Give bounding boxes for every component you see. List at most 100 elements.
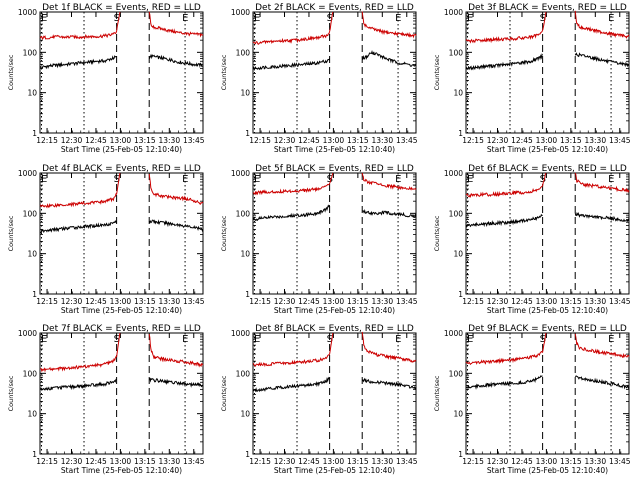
panel-4f-series-events-1 [148, 219, 204, 232]
panel-3f-ytick-label: 100 [449, 48, 464, 57]
panel-4f-xtick-label: 13:45 [183, 297, 205, 306]
panel-9f-ytick-label: 10 [453, 410, 463, 419]
panel-det-7f: Det 7f BLACK = Events, RED = LLD 1 10 100 10… [7, 324, 205, 475]
panel-7f-axes-frame [39, 332, 204, 455]
panel-6f-title: Det 6f BLACK = Events, RED = LLD [468, 164, 627, 174]
panel-5f-ylabel: Counts/sec [220, 215, 228, 251]
panel-3f-title: Det 3f BLACK = Events, RED = LLD [468, 3, 627, 13]
panel-6f-ylabel: Counts/sec [433, 215, 441, 251]
panel-9f-xtick-label: 13:45 [609, 457, 631, 466]
panel-1f-ytick-label: 100 [23, 48, 38, 57]
panel-6f-xtick-label: 12:30 [487, 297, 509, 306]
panel-9f-series-lld-3 [574, 333, 630, 359]
panel-3f-ytick-label: 1000 [444, 8, 463, 17]
panel-7f-marker-label-e: E [41, 334, 47, 345]
panel-3f-ylabel: Counts/sec [433, 54, 441, 90]
panel-2f-xtick-label: 12:45 [298, 136, 320, 145]
panel-1f-xtick-label: 13:30 [158, 136, 180, 145]
panel-1f-xtick-label: 13:15 [134, 136, 156, 145]
panel-5f-xtick-label: 12:30 [274, 297, 296, 306]
panel-5f-xtick-label: 12:45 [298, 297, 320, 306]
panel-4f-xtick-label: 13:30 [158, 297, 180, 306]
panel-6f-series-events-0 [465, 213, 543, 228]
panel-9f-title: Det 9f BLACK = Events, RED = LLD [468, 324, 627, 334]
panel-2f-xtick-label: 12:30 [274, 136, 296, 145]
panel-3f-series-lld-2 [465, 11, 547, 44]
panel-5f-xtick-label: 13:00 [323, 297, 345, 306]
panel-2f-marker-label-e: E [254, 13, 260, 24]
panel-1f-xtick-label: 12:15 [36, 136, 58, 145]
panel-1f-marker-label-e: E [182, 13, 188, 24]
panel-7f-series-lld-2 [39, 332, 121, 373]
panel-7f-ytick-label: 10 [27, 410, 37, 419]
panel-8f-series-events-0 [252, 376, 330, 393]
panel-9f-series-events-0 [466, 375, 543, 390]
panel-3f-xlabel: Start Time (25-Feb-05 12:10:40) [487, 145, 608, 154]
panel-8f-xtick-label: 12:30 [274, 457, 296, 466]
panel-8f-xtick-label: 13:15 [347, 457, 369, 466]
panel-2f-ylabel: Counts/sec [220, 54, 228, 90]
panel-9f-ytick-label: 1 [458, 450, 463, 459]
panel-6f-ytick-label: 1000 [444, 169, 463, 178]
panel-3f-xtick-label: 12:45 [511, 136, 533, 145]
panel-7f-series-events-0 [39, 378, 117, 391]
panel-2f-ytick-label: 100 [236, 48, 251, 57]
panel-6f-ytick-label: 1 [458, 290, 463, 299]
panel-2f-xtick-label: 13:00 [323, 136, 345, 145]
panel-9f-ytick-label: 100 [449, 369, 464, 378]
panel-8f-axes-frame [252, 332, 417, 455]
panel-7f-marker-label-e: E [182, 334, 188, 345]
panel-2f-ytick-label: 1000 [231, 8, 250, 17]
panel-det-6f: Det 6f BLACK = Events, RED = LLD 1 10 100 10… [433, 164, 631, 315]
panel-1f-xlabel: Start Time (25-Feb-05 12:10:40) [61, 145, 182, 154]
panel-1f-ytick-label: 1000 [18, 8, 37, 17]
panel-1f-axes-frame [39, 11, 204, 134]
panel-8f-title: Det 8f BLACK = Events, RED = LLD [255, 324, 414, 334]
panel-1f-xtick-label: 12:30 [61, 136, 83, 145]
panel-7f-xtick-label: 13:15 [134, 457, 156, 466]
panel-4f-series-lld-2 [39, 172, 121, 209]
panel-9f-xtick-label: 12:30 [487, 457, 509, 466]
panel-3f-ytick-label: 10 [453, 89, 463, 98]
panel-9f-xlabel: Start Time (25-Feb-05 12:10:40) [487, 466, 608, 475]
panel-4f-xtick-label: 13:15 [134, 297, 156, 306]
panel-5f-xtick-label: 12:15 [249, 297, 271, 306]
panel-8f-series-events-1 [361, 377, 417, 391]
panel-7f-series-lld-3 [148, 334, 204, 368]
panel-9f-xtick-label: 13:15 [560, 457, 582, 466]
panel-8f-xlabel: Start Time (25-Feb-05 12:10:40) [274, 466, 395, 475]
panel-8f-xtick-label: 12:15 [249, 457, 271, 466]
panel-9f-series-lld-2 [465, 332, 547, 366]
panel-4f-ytick-label: 1 [32, 290, 37, 299]
panel-1f-marker-label-s: S [114, 13, 120, 24]
panel-2f-axes-frame [252, 11, 417, 134]
panel-3f-xtick-label: 13:30 [584, 136, 606, 145]
panel-9f-ytick-label: 1000 [444, 329, 463, 338]
panel-det-8f: Det 8f BLACK = Events, RED = LLD 1 10 100 10… [220, 324, 418, 475]
panel-9f-marker-label-s: S [540, 334, 546, 345]
panel-4f-marker-label-e: E [41, 174, 47, 185]
panel-6f-xtick-label: 13:45 [609, 297, 631, 306]
panel-2f-ytick-label: 1 [245, 129, 250, 138]
panel-8f-xtick-label: 12:45 [298, 457, 320, 466]
panel-6f-series-lld-3 [574, 172, 630, 193]
panel-2f-series-events-1 [361, 50, 417, 67]
panel-1f-ylabel: Counts/sec [7, 54, 15, 90]
panel-8f-series-lld-2 [253, 332, 334, 368]
panel-7f-series-events-1 [149, 377, 204, 388]
panel-5f-xtick-label: 13:45 [396, 297, 418, 306]
panel-8f-ylabel: Counts/sec [220, 375, 228, 411]
panel-4f-ytick-label: 1000 [18, 169, 37, 178]
panel-3f-xtick-label: 13:00 [536, 136, 558, 145]
panel-4f-series-events-0 [39, 219, 118, 234]
panel-5f-marker-label-s: S [327, 174, 333, 185]
panel-4f-axes-frame [39, 172, 204, 295]
panel-4f-ytick-label: 100 [23, 209, 38, 218]
panel-6f-series-lld-2 [465, 172, 547, 199]
panel-5f-ytick-label: 1 [245, 290, 250, 299]
panel-8f-marker-label-e: E [395, 334, 401, 345]
panel-4f-xtick-label: 12:30 [61, 297, 83, 306]
panel-2f-series-events-0 [252, 58, 331, 72]
panel-3f-marker-label-s: S [540, 13, 546, 24]
panel-8f-ytick-label: 1 [245, 450, 250, 459]
